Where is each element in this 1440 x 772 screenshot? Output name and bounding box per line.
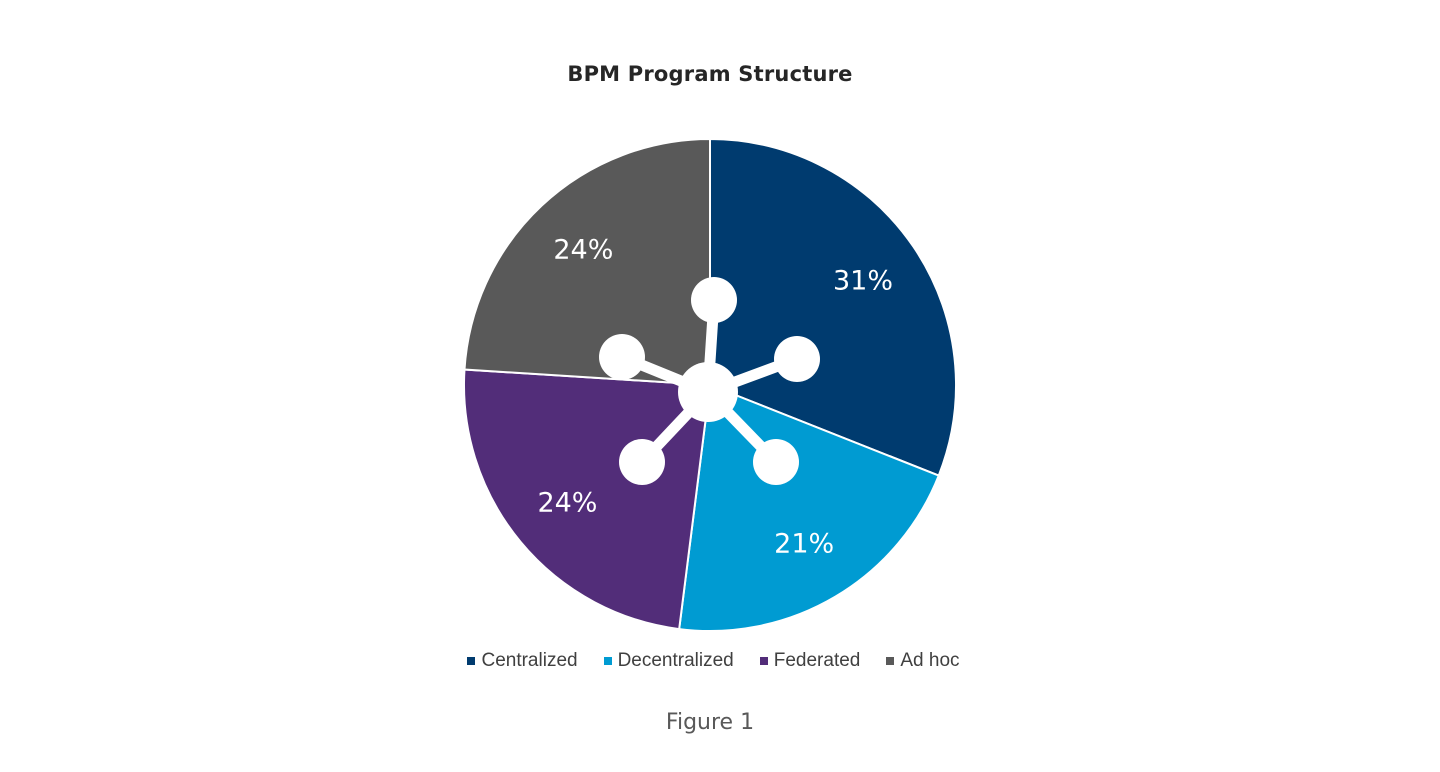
chart-legend: Centralized Decentralized Federated Ad hoc	[0, 650, 1427, 672]
legend-swatch	[759, 657, 768, 665]
legend-label: Centralized	[481, 650, 578, 671]
legend-item-ad-hoc: Ad hoc	[886, 650, 960, 672]
legend-swatch	[467, 657, 476, 665]
hub-node	[691, 277, 737, 323]
pie-slice-federated	[463, 368, 712, 631]
hub-node	[619, 439, 665, 485]
legend-label: Ad hoc	[900, 650, 960, 671]
legend-swatch	[886, 657, 895, 665]
legend-label: Federated	[773, 650, 861, 671]
hub-node	[599, 334, 645, 380]
hub-center	[678, 362, 738, 422]
chart-title: BPM Program Structure	[567, 62, 853, 86]
hub-node	[774, 336, 820, 382]
pie-slice-centralized	[709, 137, 957, 477]
data-label-ad-hoc: 24%	[553, 235, 613, 266]
figure-caption: Figure 1	[665, 710, 755, 735]
hub-node	[753, 439, 799, 485]
legend-swatch	[603, 657, 612, 665]
data-label-centralized: 31%	[833, 266, 893, 297]
pie-slices	[463, 137, 957, 632]
legend-item-centralized: Centralized	[467, 650, 578, 672]
pie-chart: 31% 21% 24% 24%	[463, 137, 957, 632]
legend-label: Decentralized	[617, 650, 734, 671]
pie-slice-ad-hoc	[463, 137, 711, 387]
legend-item-federated: Federated	[759, 650, 861, 672]
data-label-federated: 24%	[537, 487, 597, 518]
pie-slice-decentralized	[678, 383, 941, 632]
pie-data-labels: 31% 21% 24% 24%	[537, 235, 893, 560]
legend-item-decentralized: Decentralized	[603, 650, 734, 672]
data-label-decentralized: 21%	[774, 529, 834, 560]
network-hub-icon	[599, 277, 820, 485]
